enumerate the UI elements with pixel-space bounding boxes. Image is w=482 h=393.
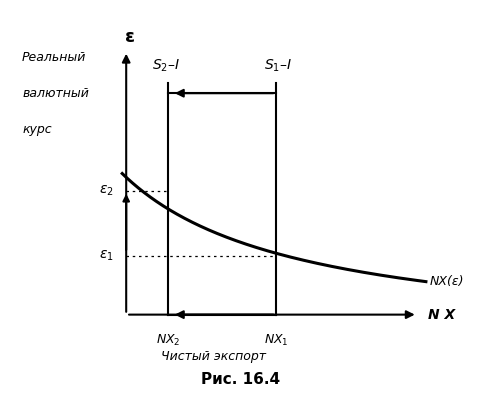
Text: Рис. 16.4: Рис. 16.4 — [201, 372, 281, 387]
Text: $NX_2$: $NX_2$ — [156, 332, 180, 348]
Text: $S_2$–$I$: $S_2$–$I$ — [152, 57, 180, 73]
Text: валютный: валютный — [22, 87, 89, 100]
Text: ε: ε — [125, 28, 135, 46]
Text: $\varepsilon_2$: $\varepsilon_2$ — [99, 184, 114, 198]
Text: $\varepsilon_1$: $\varepsilon_1$ — [99, 249, 114, 263]
Text: $NX_1$: $NX_1$ — [264, 332, 288, 348]
Text: Чистый экспорт: Чистый экспорт — [161, 351, 266, 364]
Text: курс: курс — [22, 123, 52, 136]
Text: N X: N X — [428, 308, 455, 321]
Text: $S_1$–$I$: $S_1$–$I$ — [264, 57, 292, 73]
Text: NX(ε): NX(ε) — [430, 275, 465, 288]
Text: Реальный: Реальный — [22, 51, 86, 64]
